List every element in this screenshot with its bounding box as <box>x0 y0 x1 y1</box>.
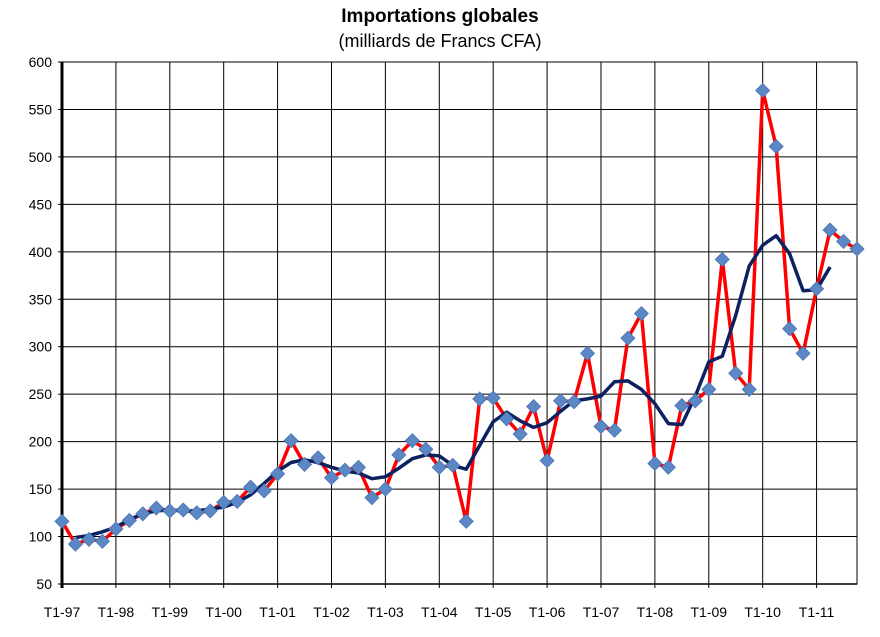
x-tick-label: T1-97 <box>44 604 81 620</box>
data-point <box>755 82 771 99</box>
chart-title: Importations globales <box>341 6 539 27</box>
x-tick-label: T1-11 <box>799 604 835 620</box>
series-line-trend <box>75 233 832 540</box>
x-tick-label: T1-06 <box>529 604 566 620</box>
data-point <box>526 398 542 415</box>
data-point <box>768 138 784 155</box>
data-point <box>606 422 623 438</box>
x-tick-label: T1-08 <box>637 604 674 620</box>
x-tick-label: T1-00 <box>205 604 242 620</box>
data-point <box>121 512 137 528</box>
data-point <box>94 533 110 549</box>
data-point <box>148 500 164 516</box>
data-point <box>296 456 313 472</box>
data-point <box>229 493 245 509</box>
data-point <box>512 426 528 442</box>
data-point <box>162 503 178 519</box>
data-point <box>81 531 97 547</box>
data-point <box>741 381 757 398</box>
data-point <box>701 381 717 398</box>
x-tick-label: T1-99 <box>152 604 189 620</box>
data-point <box>485 390 501 406</box>
data-point <box>256 483 272 499</box>
y-tick-label: 350 <box>29 291 53 307</box>
data-point <box>593 418 609 435</box>
data-point <box>350 459 367 475</box>
data-point <box>404 433 420 449</box>
data-point <box>54 513 70 529</box>
data-point <box>270 466 286 482</box>
series-line-red <box>60 88 858 546</box>
data-point <box>175 502 191 518</box>
data-point <box>660 459 676 475</box>
data-point <box>566 394 582 410</box>
data-point <box>728 365 744 381</box>
data-point <box>243 479 259 495</box>
data-point <box>795 345 811 361</box>
data-point <box>539 453 555 469</box>
chart-subtitle: (milliards de Francs CFA) <box>338 31 542 51</box>
data-point <box>633 305 649 322</box>
data-point <box>499 411 515 427</box>
x-tick-label: T1-98 <box>98 604 135 620</box>
data-point <box>364 490 380 506</box>
y-tick-label: 450 <box>29 196 53 212</box>
data-point <box>135 506 151 522</box>
data-point <box>674 398 690 414</box>
y-tick-label: 100 <box>29 529 53 545</box>
x-tick-label: T1-09 <box>690 604 727 620</box>
data-point <box>579 345 596 361</box>
data-point <box>552 393 569 409</box>
y-tick-label: 500 <box>29 149 53 165</box>
data-point <box>445 457 461 473</box>
data-point <box>202 503 218 519</box>
data-point <box>108 521 124 537</box>
data-point <box>418 441 434 457</box>
data-point <box>472 391 488 407</box>
data-point <box>835 233 852 249</box>
y-tick-label: 200 <box>29 434 53 450</box>
y-tick-label: 50 <box>36 576 52 592</box>
data-point <box>323 470 340 486</box>
x-tick-label: T1-01 <box>259 604 296 620</box>
data-point <box>647 455 663 472</box>
data-point <box>189 505 205 521</box>
y-tick-label: 300 <box>29 339 53 355</box>
data-point <box>391 447 407 463</box>
data-point <box>687 393 703 409</box>
data-point <box>283 433 299 449</box>
x-tick-label: T1-04 <box>421 604 458 620</box>
y-tick-label: 600 <box>29 54 53 70</box>
data-point <box>377 481 393 497</box>
x-tick-label: T1-02 <box>313 604 350 620</box>
data-point <box>714 251 730 267</box>
data-point <box>67 536 84 552</box>
data-point <box>822 222 838 238</box>
y-tick-label: 250 <box>29 386 53 402</box>
x-tick-label: T1-05 <box>475 604 512 620</box>
x-tick-label: T1-07 <box>583 604 620 620</box>
data-point <box>310 450 326 466</box>
y-tick-label: 550 <box>29 101 53 117</box>
data-point <box>216 494 232 510</box>
y-tick-label: 150 <box>29 481 53 497</box>
data-point <box>458 513 474 529</box>
data-point <box>809 281 825 297</box>
x-tick-label: T1-10 <box>744 604 781 620</box>
y-tick-label: 400 <box>29 244 53 260</box>
data-point <box>337 462 353 478</box>
x-tick-label: T1-03 <box>367 604 404 620</box>
data-point <box>431 459 447 475</box>
data-point <box>849 241 865 257</box>
data-point <box>620 330 636 346</box>
data-point <box>782 321 798 337</box>
